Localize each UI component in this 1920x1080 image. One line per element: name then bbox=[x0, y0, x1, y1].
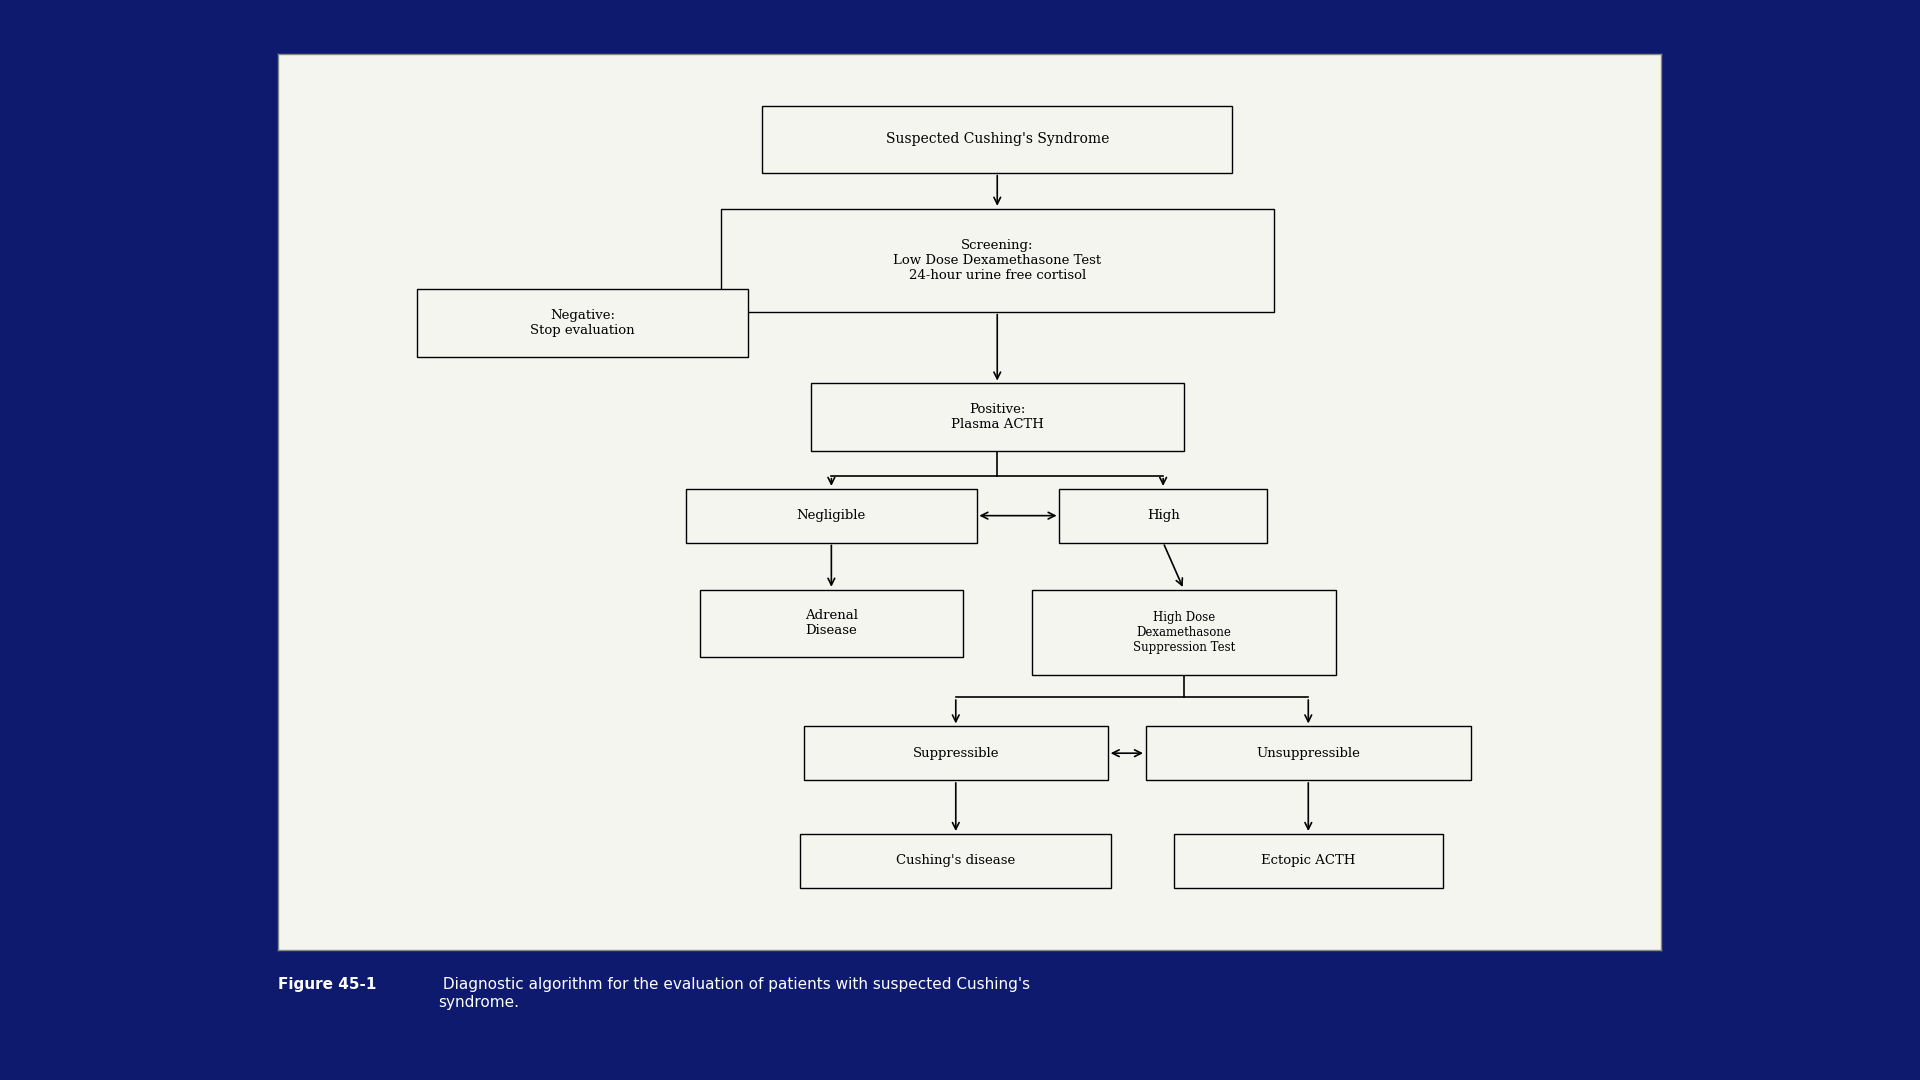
FancyBboxPatch shape bbox=[720, 208, 1273, 312]
Text: Unsuppressible: Unsuppressible bbox=[1256, 746, 1359, 759]
Text: Adrenal
Disease: Adrenal Disease bbox=[804, 609, 858, 637]
Text: Figure 45-1: Figure 45-1 bbox=[278, 977, 376, 993]
FancyBboxPatch shape bbox=[701, 590, 962, 657]
FancyBboxPatch shape bbox=[1146, 726, 1471, 780]
FancyBboxPatch shape bbox=[417, 289, 749, 356]
Text: Suppressible: Suppressible bbox=[912, 746, 998, 759]
Text: Cushing's disease: Cushing's disease bbox=[897, 854, 1016, 867]
Text: Suspected Cushing's Syndrome: Suspected Cushing's Syndrome bbox=[885, 132, 1110, 146]
Text: Ectopic ACTH: Ectopic ACTH bbox=[1261, 854, 1356, 867]
FancyBboxPatch shape bbox=[801, 834, 1112, 888]
Text: Screening:
Low Dose Dexamethasone Test
24-hour urine free cortisol: Screening: Low Dose Dexamethasone Test 2… bbox=[893, 239, 1102, 282]
FancyBboxPatch shape bbox=[810, 383, 1185, 450]
Text: High Dose
Dexamethasone
Suppression Test: High Dose Dexamethasone Suppression Test bbox=[1133, 610, 1235, 653]
FancyBboxPatch shape bbox=[1031, 590, 1336, 675]
Text: Negligible: Negligible bbox=[797, 509, 866, 522]
Text: Diagnostic algorithm for the evaluation of patients with suspected Cushing's
syn: Diagnostic algorithm for the evaluation … bbox=[438, 977, 1029, 1010]
Text: High: High bbox=[1146, 509, 1179, 522]
Text: Negative:
Stop evaluation: Negative: Stop evaluation bbox=[530, 309, 636, 337]
Text: Positive:
Plasma ACTH: Positive: Plasma ACTH bbox=[950, 403, 1044, 431]
FancyBboxPatch shape bbox=[804, 726, 1108, 780]
FancyBboxPatch shape bbox=[762, 106, 1233, 173]
FancyBboxPatch shape bbox=[1060, 489, 1267, 542]
FancyBboxPatch shape bbox=[1173, 834, 1444, 888]
FancyBboxPatch shape bbox=[685, 489, 977, 542]
